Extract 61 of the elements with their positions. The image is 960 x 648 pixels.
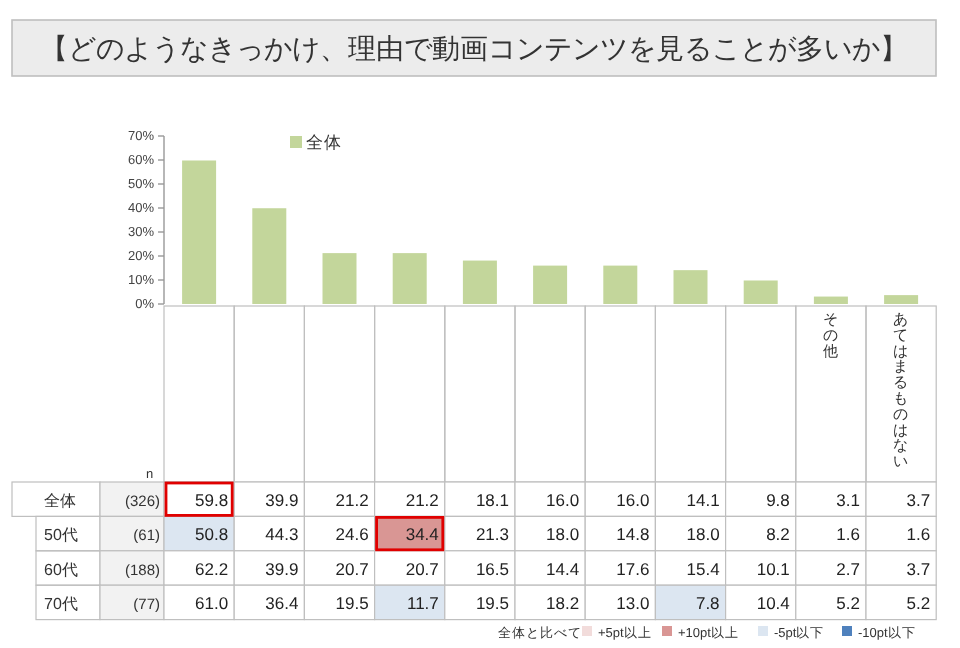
data-label: 7.8 bbox=[695, 593, 721, 614]
data-label: 19.5 bbox=[475, 593, 510, 614]
data-label: 14.8 bbox=[616, 524, 650, 545]
y-tick-label: 全体 bbox=[44, 492, 76, 510]
data-label: 3.1 bbox=[836, 490, 861, 510]
data-label: 18.0 bbox=[546, 524, 580, 545]
data-label: 50.8 bbox=[195, 524, 229, 545]
data-label: 36.4 bbox=[265, 593, 299, 614]
bar bbox=[533, 265, 568, 304]
bar bbox=[182, 160, 217, 304]
data-label: 39.9 bbox=[265, 558, 299, 579]
data-label: 2.7 bbox=[836, 558, 861, 579]
data-label: 9.8 bbox=[766, 490, 791, 510]
bar bbox=[252, 208, 287, 304]
data-label: 10.4 bbox=[756, 593, 791, 614]
data-label: 39.9 bbox=[265, 490, 299, 510]
data-label: 1.6 bbox=[836, 524, 861, 545]
data-label: 34.4 bbox=[405, 524, 440, 545]
bar bbox=[392, 253, 427, 304]
bar bbox=[813, 296, 848, 304]
data-label: 18.0 bbox=[686, 524, 721, 545]
data-label: 5.2 bbox=[906, 593, 931, 614]
data-label: 19.5 bbox=[335, 593, 370, 614]
data-label: 8.2 bbox=[766, 524, 791, 545]
data-label: 16.0 bbox=[616, 490, 650, 510]
bar bbox=[743, 280, 778, 304]
chart-title: 【どのようなきっかけ、理由で動画コンテンツを見ることが多いか】 bbox=[40, 32, 908, 64]
data-label: 17.6 bbox=[616, 558, 650, 579]
y-tick-label: 60代 bbox=[44, 560, 78, 579]
data-label: 10.1 bbox=[756, 558, 791, 579]
data-label: 14.1 bbox=[686, 490, 721, 510]
data-label: 21.2 bbox=[405, 490, 440, 510]
bar bbox=[673, 270, 708, 304]
data-label: 14.4 bbox=[546, 558, 580, 579]
data-label: 59.8 bbox=[195, 490, 229, 510]
data-label: 61.0 bbox=[195, 593, 229, 614]
data-label: 16.5 bbox=[475, 558, 510, 579]
y-tick-label: 70代 bbox=[44, 595, 78, 614]
bar bbox=[322, 253, 357, 304]
data-label: 5.2 bbox=[836, 593, 861, 614]
data-label: 24.6 bbox=[335, 524, 370, 545]
data-label: 13.0 bbox=[616, 593, 650, 614]
data-label: 16.0 bbox=[546, 490, 580, 510]
data-label: 20.7 bbox=[405, 558, 440, 579]
data-label: 20.7 bbox=[335, 558, 370, 579]
bar bbox=[603, 265, 638, 304]
data-label: 21.2 bbox=[335, 490, 370, 510]
data-label: 21.3 bbox=[475, 524, 510, 545]
y-tick-label: 50代 bbox=[44, 526, 78, 545]
data-label: 3.7 bbox=[906, 558, 931, 579]
data-label: 15.4 bbox=[686, 558, 721, 579]
legend-label: 全体 bbox=[306, 132, 342, 152]
data-label: 44.3 bbox=[265, 524, 299, 545]
bar bbox=[884, 295, 919, 304]
data-label: 11.7 bbox=[406, 593, 440, 614]
bar bbox=[462, 260, 497, 304]
data-label: 18.1 bbox=[475, 490, 510, 510]
data-label: 62.2 bbox=[195, 558, 229, 579]
data-label: 1.6 bbox=[906, 524, 931, 545]
data-label: 18.2 bbox=[546, 593, 580, 614]
data-label: 3.7 bbox=[906, 490, 931, 510]
